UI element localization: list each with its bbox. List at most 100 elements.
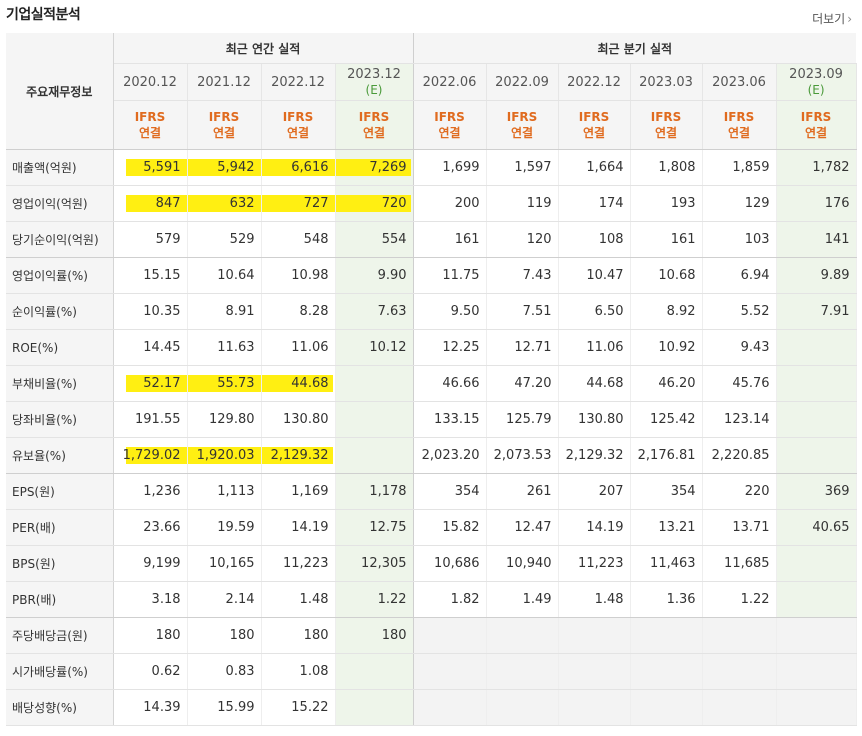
value-text: 46.20 [658,376,696,391]
value-text: 6.50 [594,304,624,319]
value-text: 141 [824,232,850,247]
highlight-mark [261,447,333,464]
accounting-standard: IFRS 연결 [261,100,336,150]
estimate-mark: (E) [365,83,383,97]
more-link[interactable]: 더보기 › [812,10,852,27]
value-cell [776,581,857,618]
value-text: 354 [670,484,696,499]
value-cell: 207 [558,473,631,510]
value-text: 19.59 [217,520,255,535]
value-cell: 125.42 [630,401,703,438]
value-text: 10,686 [434,556,480,571]
value-cell: 847 [113,185,188,222]
value-text: 40.65 [812,520,850,535]
value-cell: 174 [558,185,631,222]
value-text: 554 [381,232,407,247]
value-text: 10,940 [506,556,552,571]
value-text: 727 [303,196,329,211]
value-text: 9.90 [377,268,407,283]
value-text: 5.52 [740,304,770,319]
value-text: 1.22 [740,592,770,607]
value-text: 1,178 [369,484,407,499]
period-header: 2023.06 [702,63,777,101]
highlight-mark [261,375,333,392]
accounting-standard: IFRS 연결 [558,100,631,150]
value-cell: 727 [261,185,336,222]
value-cell [702,689,777,726]
value-cell: 10,686 [413,545,487,582]
period-header: 2023.12 (E) [335,63,414,101]
value-cell: 15.99 [187,689,262,726]
value-cell: 130.80 [261,401,336,438]
value-cell: 191.55 [113,401,188,438]
standard-line2: 연결 [511,126,534,140]
standard-line1: IFRS [800,110,832,124]
value-text: 1,782 [812,160,850,175]
value-cell: 12.75 [335,509,414,546]
period-label: 2022.06 [422,74,477,90]
table-row: 영업이익(억원) 847 632 727 720 200 119 174 193 129 176 [6,185,857,222]
value-cell: 0.62 [113,653,188,690]
value-text: 129 [744,196,770,211]
row-label: 당기순이익(억원) [6,221,114,258]
value-cell: 11,223 [261,545,336,582]
value-cell: 9.89 [776,257,857,294]
value-cell: 0.83 [187,653,262,690]
standard-line2: 연결 [438,126,461,140]
standard-line1: IFRS [650,110,682,124]
value-cell: 11.75 [413,257,487,294]
value-cell [630,689,703,726]
value-text: 161 [670,232,696,247]
value-cell: 161 [413,221,487,258]
value-text: 369 [824,484,850,499]
value-text: 8.91 [225,304,255,319]
value-cell: 129 [702,185,777,222]
value-text: 176 [824,196,850,211]
value-text: 10,165 [209,556,255,571]
highlight-mark [261,195,335,212]
value-cell: 1,236 [113,473,188,510]
value-text: 10.68 [658,268,696,283]
value-cell: 180 [335,617,414,654]
value-cell: 369 [776,473,857,510]
value-cell: 8.91 [187,293,262,330]
value-text: 2,176.81 [637,448,696,463]
value-text: 8.28 [299,304,329,319]
row-label: BPS(원) [6,545,114,582]
value-text: 720 [381,196,407,211]
standard-line2: 연결 [286,126,310,140]
value-cell: 529 [187,221,262,258]
value-cell: 44.68 [261,365,336,402]
value-text: 5,591 [143,160,181,175]
value-cell: 354 [630,473,703,510]
value-cell [776,329,857,366]
value-cell: 120 [486,221,559,258]
value-text: 44.68 [291,376,329,391]
value-cell: 548 [261,221,336,258]
value-text: 103 [744,232,770,247]
value-text: 1,808 [658,160,696,175]
value-text: 119 [526,196,552,211]
highlight-mark [187,159,261,176]
value-text: 7,269 [369,160,407,175]
value-cell: 10,165 [187,545,262,582]
period-header: 2022.12 [558,63,631,101]
value-cell [413,617,487,654]
value-text: 1,699 [442,160,480,175]
standard-line1: IFRS [134,110,166,124]
value-cell [486,653,559,690]
value-text: 1.08 [299,664,329,679]
period-header: 2023.03 [630,63,703,101]
value-text: 529 [229,232,255,247]
value-cell [558,689,631,726]
value-cell: 8.92 [630,293,703,330]
value-cell: 220 [702,473,777,510]
value-text: 6,616 [291,160,329,175]
value-cell: 7.91 [776,293,857,330]
estimate-mark: (E) [807,83,825,97]
value-cell [630,617,703,654]
value-text: 15.82 [442,520,480,535]
value-cell: 554 [335,221,414,258]
table-row: EPS(원) 1,236 1,113 1,169 1,178 354 261 207 354 22… [6,473,857,510]
standard-line2: 연결 [212,126,236,140]
